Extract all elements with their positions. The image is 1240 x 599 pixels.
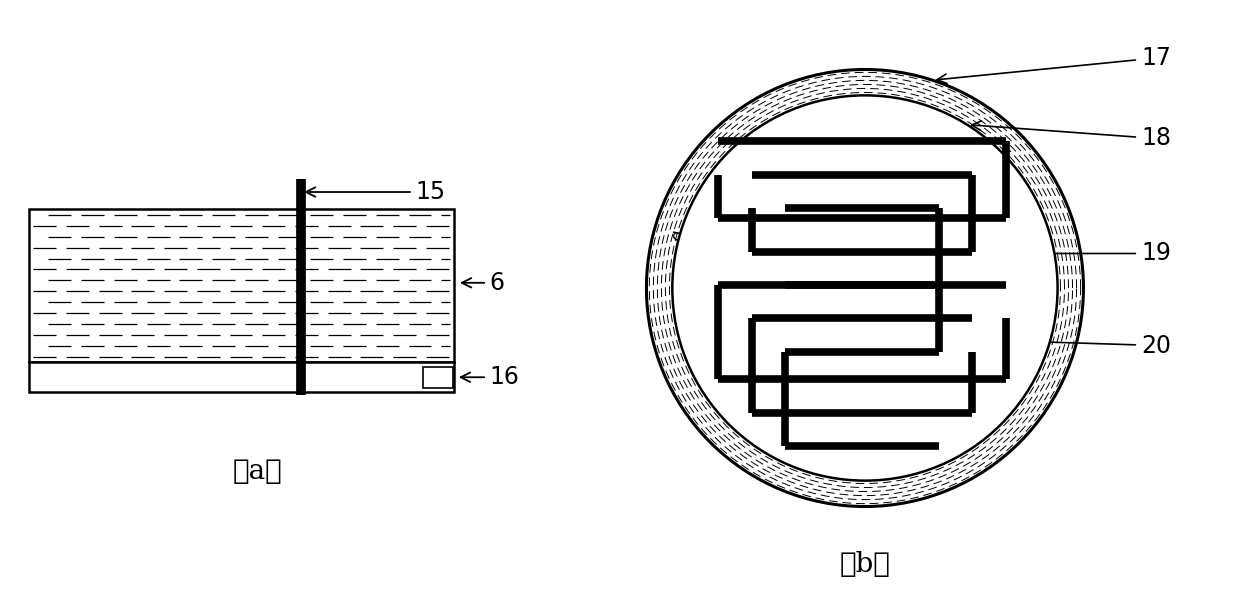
Bar <box>423 367 454 388</box>
Text: 18: 18 <box>972 121 1171 150</box>
Text: 17: 17 <box>937 46 1171 83</box>
Text: 15: 15 <box>306 180 446 204</box>
Text: 20: 20 <box>980 334 1171 358</box>
Text: （a）: （a） <box>233 458 283 485</box>
Text: g: g <box>670 229 687 241</box>
Bar <box>29 362 454 392</box>
Text: 19: 19 <box>1013 241 1171 265</box>
Bar <box>29 210 454 362</box>
Text: 6: 6 <box>461 271 505 295</box>
Text: （b）: （b） <box>839 550 890 577</box>
Circle shape <box>672 95 1058 480</box>
Text: 16: 16 <box>461 365 520 389</box>
Text: t: t <box>858 245 866 263</box>
Circle shape <box>646 69 1084 507</box>
